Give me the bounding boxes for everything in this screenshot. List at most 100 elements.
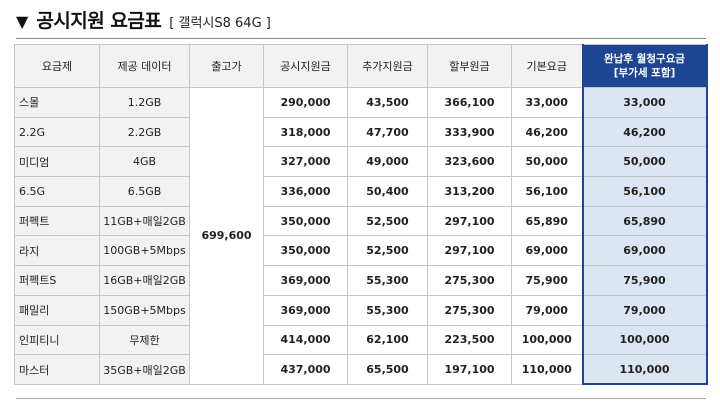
bottom-divider: [16, 398, 706, 399]
cell-extra-subsidy: 52,500: [347, 235, 428, 267]
cell-monthly-fee: 75,900: [581, 265, 708, 296]
rate-table-body: 스몰 1.2GB 699,600 290,000 43,500 366,100 33,000…: [14, 87, 708, 386]
cell-subsidy: 369,000: [263, 294, 348, 326]
cell-extra-subsidy: 62,100: [347, 324, 428, 356]
table-row: 스몰 1.2GB 699,600 290,000 43,500 366,100 33,000…: [14, 87, 708, 385]
cell-installment: 297,100: [427, 235, 512, 267]
table-row: 마스터 35GB+매일2GB 437,000 65,500 197,100 110,000…: [14, 354, 708, 386]
title-divider: [16, 38, 706, 39]
cell-subsidy: 369,000: [263, 265, 348, 296]
cell-data: 2.2GB: [99, 116, 190, 148]
column-header-monthly-fee: 완납후 월청구요금 [부가세 포함]: [581, 44, 708, 88]
cell-data: 16GB+매일2GB: [99, 265, 190, 296]
cell-extra-subsidy: 55,300: [347, 294, 428, 326]
cell-basic-fee: 79,000: [511, 294, 583, 326]
page-title-bar: ▼ 공시지원 요금표 [ 갤럭시S8 64G ]: [16, 6, 271, 32]
table-row: 미디엄 4GB 327,000 49,000 323,600 50,000 50,000: [14, 146, 708, 178]
column-header-release-price: 출고가: [189, 44, 264, 88]
table-row: 퍼펙트 11GB+매일2GB 350,000 52,500 297,100 65,890 6…: [14, 205, 708, 237]
monthly-header-note: [부가세 포함]: [613, 67, 676, 79]
cell-data: 1.2GB: [99, 87, 190, 118]
cell-subsidy: 350,000: [263, 205, 348, 237]
cell-basic-fee: 50,000: [511, 146, 583, 178]
column-header-plan: 요금제: [14, 44, 100, 88]
cell-installment: 197,100: [427, 354, 512, 385]
cell-subsidy: 290,000: [263, 87, 348, 118]
cell-release-price: 699,600: [189, 87, 264, 385]
cell-data: 11GB+매일2GB: [99, 205, 190, 237]
table-row: 인피티니 무제한 414,000 62,100 223,500 100,000 100,00…: [14, 324, 708, 356]
cell-subsidy: 318,000: [263, 116, 348, 148]
cell-plan: 스몰: [14, 87, 100, 118]
cell-monthly-fee: 69,000: [581, 235, 708, 267]
cell-plan: 패밀리: [14, 294, 100, 326]
cell-installment: 275,300: [427, 294, 512, 326]
cell-data: 100GB+5Mbps: [99, 235, 190, 267]
table-row: 2.2G 2.2GB 318,000 47,700 333,900 46,200 46,20…: [14, 116, 708, 148]
cell-extra-subsidy: 49,000: [347, 146, 428, 178]
triangle-down-icon: ▼: [16, 12, 29, 31]
cell-data: 무제한: [99, 324, 190, 356]
cell-basic-fee: 33,000: [511, 87, 583, 118]
cell-plan: 2.2G: [14, 116, 100, 148]
cell-monthly-fee: 79,000: [581, 294, 708, 326]
column-header-basic-fee: 기본요금: [511, 44, 583, 88]
cell-extra-subsidy: 52,500: [347, 205, 428, 237]
cell-monthly-fee: 100,000: [581, 324, 708, 356]
cell-subsidy: 327,000: [263, 146, 348, 178]
cell-plan: 미디엄: [14, 146, 100, 178]
cell-extra-subsidy: 47,700: [347, 116, 428, 148]
cell-data: 6.5GB: [99, 176, 190, 207]
cell-basic-fee: 46,200: [511, 116, 583, 148]
cell-subsidy: 437,000: [263, 354, 348, 385]
cell-plan: 마스터: [14, 354, 100, 385]
cell-plan: 퍼펙트: [14, 205, 100, 237]
cell-data: 150GB+5Mbps: [99, 294, 190, 326]
table-row: 라지 100GB+5Mbps 350,000 52,500 297,100 69,000 6…: [14, 235, 708, 267]
cell-monthly-fee: 56,100: [581, 176, 708, 207]
cell-extra-subsidy: 43,500: [347, 87, 428, 118]
table-row: 패밀리 150GB+5Mbps 369,000 55,300 275,300 79,000…: [14, 294, 708, 326]
table-header-row: 요금제 제공 데이터 출고가 공시지원금 추가지원금 할부원금 기본요금 완납후…: [14, 44, 708, 88]
cell-subsidy: 350,000: [263, 235, 348, 267]
cell-basic-fee: 69,000: [511, 235, 583, 267]
page-title: 공시지원 요금표: [36, 10, 162, 32]
column-header-subsidy: 공시지원금: [263, 44, 348, 88]
cell-extra-subsidy: 50,400: [347, 176, 428, 207]
cell-installment: 223,500: [427, 324, 512, 356]
cell-installment: 366,100: [427, 87, 512, 118]
cell-subsidy: 414,000: [263, 324, 348, 356]
cell-extra-subsidy: 55,300: [347, 265, 428, 296]
cell-monthly-fee: 110,000: [581, 354, 708, 386]
cell-data: 35GB+매일2GB: [99, 354, 190, 385]
cell-basic-fee: 110,000: [511, 354, 583, 385]
cell-basic-fee: 56,100: [511, 176, 583, 207]
column-header-data: 제공 데이터: [99, 44, 190, 88]
cell-monthly-fee: 46,200: [581, 116, 708, 148]
column-header-installment: 할부원금: [427, 44, 512, 88]
cell-plan: 인피티니: [14, 324, 100, 356]
monthly-header-title: 완납후 월청구요금: [604, 53, 685, 65]
cell-installment: 333,900: [427, 116, 512, 148]
cell-installment: 323,600: [427, 146, 512, 178]
cell-monthly-fee: 33,000: [581, 87, 708, 118]
cell-monthly-fee: 50,000: [581, 146, 708, 178]
cell-extra-subsidy: 65,500: [347, 354, 428, 385]
cell-installment: 297,100: [427, 205, 512, 237]
cell-plan: 퍼펙트S: [14, 265, 100, 296]
page-subtitle: [ 갤럭시S8 64G ]: [169, 16, 271, 31]
cell-basic-fee: 75,900: [511, 265, 583, 296]
cell-plan: 6.5G: [14, 176, 100, 207]
cell-plan: 라지: [14, 235, 100, 267]
cell-basic-fee: 100,000: [511, 324, 583, 356]
cell-data: 4GB: [99, 146, 190, 178]
cell-installment: 313,200: [427, 176, 512, 207]
cell-installment: 275,300: [427, 265, 512, 296]
table-row: 6.5G 6.5GB 336,000 50,400 313,200 56,100 56,10…: [14, 176, 708, 207]
column-header-extra-subsidy: 추가지원금: [347, 44, 428, 88]
cell-subsidy: 336,000: [263, 176, 348, 207]
table-row: 퍼펙트S 16GB+매일2GB 369,000 55,300 275,300 75,900…: [14, 265, 708, 296]
cell-monthly-fee: 65,890: [581, 205, 708, 237]
rate-table: 요금제 제공 데이터 출고가 공시지원금 추가지원금 할부원금 기본요금 완납후…: [14, 44, 708, 386]
cell-basic-fee: 65,890: [511, 205, 583, 237]
